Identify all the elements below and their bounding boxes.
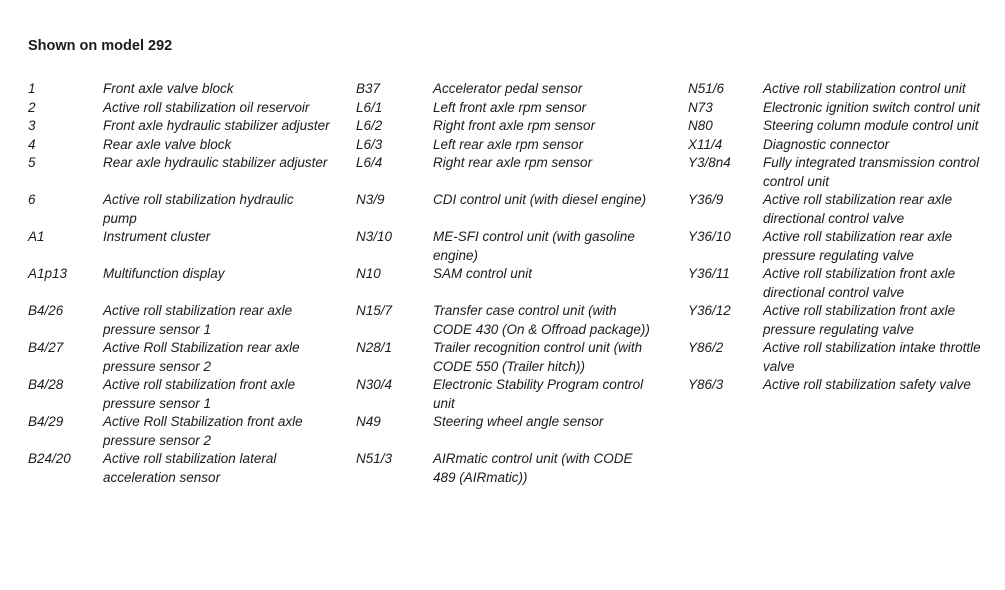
item-code: N28/1 bbox=[356, 340, 393, 355]
item-desc: Right front axle rpm sensor bbox=[433, 118, 596, 133]
table-row: A1 Instrument cluster N3/10 ME-SFI contr… bbox=[28, 228, 987, 265]
item-code: Y86/2 bbox=[688, 340, 724, 355]
item-desc: Active roll stabilization front axle pre… bbox=[763, 303, 956, 337]
item-desc: Diagnostic connector bbox=[763, 136, 890, 152]
item-desc bbox=[763, 450, 987, 487]
item-desc: ME-SFI control unit (with gasoline engin… bbox=[433, 229, 635, 263]
table-row: B4/29 Active Roll Stabilization front ax… bbox=[28, 413, 987, 450]
item-code: L6/2 bbox=[356, 118, 383, 133]
item-code: N51/6 bbox=[688, 81, 725, 96]
item-code: L6/3 bbox=[356, 136, 383, 152]
item-code: N30/4 bbox=[356, 377, 393, 392]
item-code: B4/28 bbox=[28, 377, 64, 392]
item-desc: Rear axle hydraulic stabilizer adjuster bbox=[103, 155, 328, 170]
item-desc: Active roll stabilization front axle dir… bbox=[763, 266, 956, 300]
item-desc: Active roll stabilization intake throttl… bbox=[763, 340, 981, 374]
table-row: B4/27 Active Roll Stabilization rear axl… bbox=[28, 339, 987, 376]
item-code: B24/20 bbox=[28, 451, 71, 466]
item-code: 2 bbox=[28, 99, 36, 115]
item-desc: Accelerator pedal sensor bbox=[433, 81, 583, 96]
table-row: B4/28 Active roll stabilization front ax… bbox=[28, 376, 987, 413]
item-desc: Front axle hydraulic stabilizer adjuster bbox=[103, 118, 330, 133]
item-code: X11/4 bbox=[688, 136, 723, 152]
table-row: 5 Rear axle hydraulic stabilizer adjuste… bbox=[28, 154, 987, 191]
item-desc: Front axle valve block bbox=[103, 81, 234, 96]
item-desc: Left front axle rpm sensor bbox=[433, 99, 587, 115]
document-page: Shown on model 292 1 Front axle valve bl… bbox=[28, 38, 987, 487]
item-desc: Active roll stabilization rear axle pres… bbox=[103, 303, 293, 337]
item-code: N80 bbox=[688, 118, 713, 133]
item-code: B4/26 bbox=[28, 303, 64, 318]
item-desc: Instrument cluster bbox=[103, 229, 211, 244]
item-code: Y3/8n4 bbox=[688, 155, 731, 170]
table-row: 3 Front axle hydraulic stabilizer adjust… bbox=[28, 117, 987, 136]
item-desc: Active roll stabilization front axle pre… bbox=[103, 377, 296, 411]
item-desc: Active roll stabilization rear axle dire… bbox=[763, 192, 953, 226]
item-desc: Steering wheel angle sensor bbox=[433, 414, 604, 429]
item-code: 3 bbox=[28, 118, 36, 133]
item-code: 6 bbox=[28, 192, 36, 207]
item-code: N3/10 bbox=[356, 229, 393, 244]
item-desc bbox=[763, 413, 987, 450]
item-code: N49 bbox=[356, 414, 381, 429]
item-desc: Electronic ignition switch control unit bbox=[763, 99, 980, 115]
item-desc: Left rear axle rpm sensor bbox=[433, 136, 584, 152]
item-code: N10 bbox=[356, 266, 381, 281]
item-code bbox=[688, 450, 763, 487]
item-code: L6/4 bbox=[356, 155, 383, 170]
item-code: Y86/3 bbox=[688, 377, 724, 392]
item-code: A1p13 bbox=[28, 266, 68, 281]
item-desc: Active roll stabilization oil reservoir bbox=[103, 99, 310, 115]
page-title: Shown on model 292 bbox=[28, 38, 173, 54]
item-desc: Right rear axle rpm sensor bbox=[433, 155, 593, 170]
item-desc: Active roll stabilization rear axle pres… bbox=[763, 229, 953, 263]
item-code: B4/27 bbox=[28, 340, 64, 355]
item-code: Y36/12 bbox=[688, 303, 731, 318]
item-desc: Active roll stabilization control unit bbox=[763, 81, 966, 96]
item-code: 5 bbox=[28, 155, 36, 170]
item-desc: CDI control unit (with diesel engine) bbox=[433, 192, 647, 207]
item-desc: Electronic Stability Program control uni… bbox=[433, 377, 644, 411]
table-row: B4/26 Active roll stabilization rear axl… bbox=[28, 302, 987, 339]
item-desc: Steering column module control unit bbox=[763, 118, 979, 133]
item-desc: SAM control unit bbox=[433, 266, 533, 281]
item-code: N51/3 bbox=[356, 451, 393, 466]
item-desc: Transfer case control unit (with CODE 43… bbox=[433, 303, 650, 337]
item-desc: Active roll stabilization hydraulic pump bbox=[103, 192, 294, 226]
table-row: A1p13 Multifunction display N10 SAM cont… bbox=[28, 265, 987, 302]
item-desc: Active roll stabilization safety valve bbox=[763, 377, 971, 392]
item-code: Y36/9 bbox=[688, 192, 724, 207]
item-code: A1 bbox=[28, 229, 45, 244]
table-row: 1 Front axle valve block B37 Accelerator… bbox=[28, 80, 987, 99]
item-desc: Multifunction display bbox=[103, 266, 225, 281]
item-desc: Fully integrated transmission control co… bbox=[763, 155, 980, 189]
item-desc: Active Roll Stabilization rear axle pres… bbox=[103, 340, 300, 374]
item-code: 1 bbox=[28, 81, 36, 96]
table-row: 2 Active roll stabilization oil reservoi… bbox=[28, 99, 987, 118]
item-code: B4/29 bbox=[28, 414, 64, 429]
item-code: Y36/10 bbox=[688, 229, 731, 244]
item-code bbox=[688, 413, 763, 450]
legend-table: 1 Front axle valve block B37 Accelerator… bbox=[28, 80, 987, 487]
item-desc: Active roll stabilization lateral accele… bbox=[103, 451, 277, 485]
item-code: Y36/11 bbox=[688, 266, 730, 281]
item-code: N15/7 bbox=[356, 303, 393, 318]
item-code: B37 bbox=[356, 81, 381, 96]
item-desc: Rear axle valve block bbox=[103, 136, 232, 152]
item-desc: AIRmatic control unit (with CODE 489 (AI… bbox=[433, 451, 633, 485]
table-row: 6 Active roll stabilization hydraulic pu… bbox=[28, 191, 987, 228]
item-desc: Trailer recognition control unit (with C… bbox=[433, 340, 643, 374]
item-code: N3/9 bbox=[356, 192, 385, 207]
table-row: B24/20 Active roll stabilization lateral… bbox=[28, 450, 987, 487]
table-row: 4 Rear axle valve block L6/3 Left rear a… bbox=[28, 136, 987, 155]
item-code: N73 bbox=[688, 99, 713, 115]
item-code: 4 bbox=[28, 136, 36, 152]
item-desc: Active Roll Stabilization front axle pre… bbox=[103, 414, 303, 448]
item-code: L6/1 bbox=[356, 99, 383, 115]
